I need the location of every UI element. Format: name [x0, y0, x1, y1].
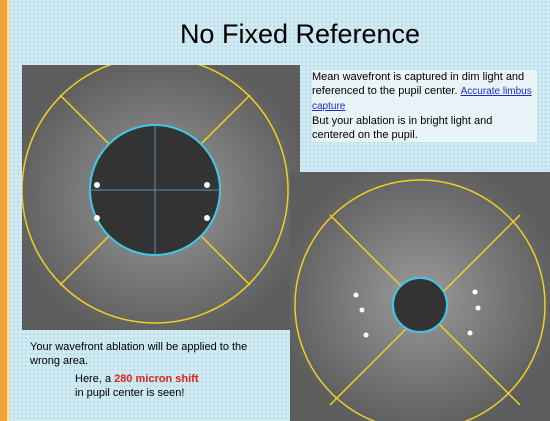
- left-eye: [22, 57, 300, 330]
- shift-prefix: Here, a: [75, 373, 111, 385]
- shift-highlight: 280 micron shift: [114, 373, 198, 385]
- shift-suffix: in pupil center is seen!: [75, 387, 184, 399]
- note-bottom: But your ablation is in bright light and…: [312, 115, 492, 141]
- caption: Your wavefront ablation will be applied …: [30, 340, 270, 368]
- note-box: Mean wavefront is captured in dim light …: [312, 70, 537, 142]
- slide: No Fixed Reference: [0, 0, 550, 421]
- shift-note: Here, a 280 micron shift in pupil center…: [75, 372, 305, 400]
- right-eye: [290, 172, 550, 421]
